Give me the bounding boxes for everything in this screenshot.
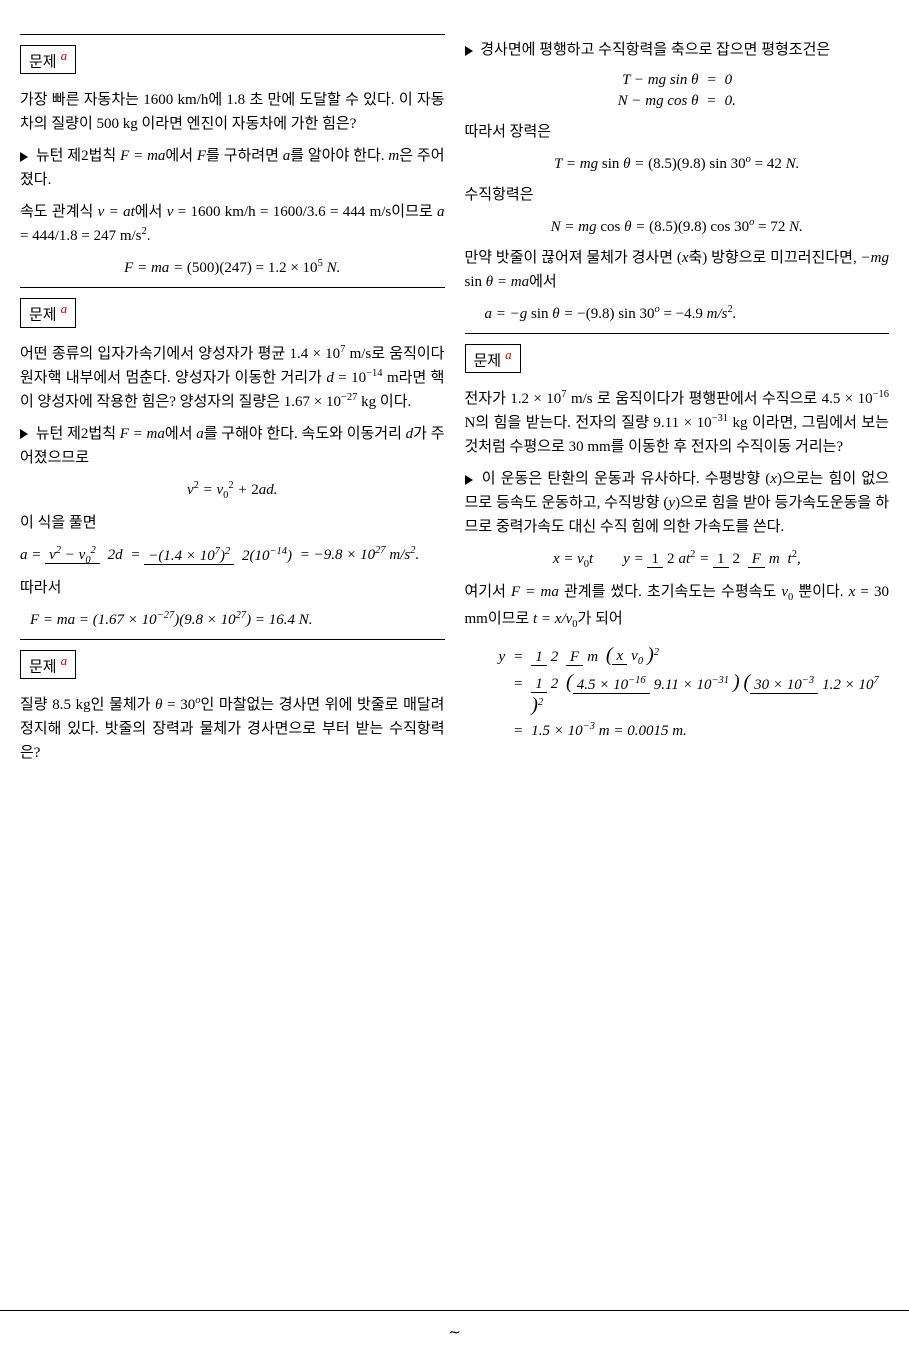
problem-2-question: 어떤 종류의 입자가속기에서 양성자가 평균 1.4 × 107 m/s로 움직… [20, 342, 445, 414]
problem-4-y-calc: y = 12 Fm (xv0)2 = 12 (4.5 × 10−169.11 ×… [495, 642, 890, 742]
divider [20, 639, 445, 640]
right-column: 경사면에 평행하고 수직항력을 축으로 잡으면 평형조건은 T − mg sin… [455, 30, 900, 773]
footer-tilde: ∼ [20, 1323, 889, 1342]
triangle-icon [20, 152, 28, 162]
footer: ∼ [0, 1310, 909, 1342]
problem-2-calc-label: 이 식을 풀면 [20, 511, 445, 535]
problem-label: 문제 [474, 353, 502, 369]
problem-1-question: 가장 빠른 자동차는 1600 km/h에 1.8 초 만에 도달할 수 있다.… [20, 88, 445, 136]
triangle-icon [465, 475, 473, 485]
problem-sup: a [61, 653, 68, 668]
problem-1-result: F = ma = (500)(247) = 1.2 × 105 N. [20, 258, 445, 277]
t-result: T = mg sin θ = (8.5)(9.8) sin 30o = 42 N… [465, 154, 890, 173]
divider [20, 287, 445, 288]
problem-2-solution: 뉴턴 제2법칙 F = ma에서 a를 구해야 한다. 속도와 이동거리 d가 … [20, 422, 445, 470]
problem-2-result: F = ma = (1.67 × 10−27)(9.8 × 1027) = 16… [20, 610, 445, 629]
problem-2-eq1: v2 = v02 + 2ad. [20, 480, 445, 501]
a-result: a = −g sin θ = −(9.8) sin 30o = −4.9 m/s… [465, 304, 890, 323]
problem-label: 문제 [29, 54, 57, 70]
problem-label: 문제 [29, 659, 57, 675]
problem-sup: a [61, 48, 68, 63]
n-label: 수직항력은 [465, 183, 890, 207]
t-label: 따라서 장력은 [465, 120, 890, 144]
problem-1-calc: 속도 관계식 v = at에서 v = 1600 km/h = 1600/3.6… [20, 200, 445, 248]
divider [20, 34, 445, 35]
triangle-icon [20, 429, 28, 439]
eq-system: T − mg sin θ = 0 N − mg cos θ = 0. [614, 70, 740, 112]
problem-4-solution: 이 운동은 탄환의 운동과 유사하다. 수평방향 (x)으로는 힘이 없으므로 … [465, 467, 890, 539]
cut-rope: 만약 밧줄이 끊어져 물체가 경사면 (x축) 방향으로 미끄러진다면, −mg… [465, 246, 890, 294]
right-intro: 경사면에 평행하고 수직항력을 축으로 잡으면 평형조건은 [465, 38, 890, 62]
problem-2-calc-a: a = v2 − v02 2d = −(1.4 × 107)2 2(10−14)… [20, 545, 445, 566]
problem-2-result-label: 따라서 [20, 576, 445, 600]
problem-4-question: 전자가 1.2 × 107 m/s 로 움직이다가 평행판에서 수직으로 4.5… [465, 387, 890, 459]
problem-3-question: 질량 8.5 kg인 물체가 θ = 30o인 마찰없는 경사면 위에 밧줄로 … [20, 693, 445, 765]
divider [465, 333, 890, 334]
left-column: 문제 a 가장 빠른 자동차는 1600 km/h에 1.8 초 만에 도달할 … [10, 30, 455, 773]
problem-4-note: 여기서 F = ma 관계를 썼다. 초기속도는 수평속도 v0 뿐이다. x … [465, 580, 890, 634]
problem-sup: a [61, 301, 68, 316]
problem-sup: a [505, 347, 512, 362]
n-result: N = mg cos θ = (8.5)(9.8) cos 30o = 72 N… [465, 217, 890, 236]
triangle-icon [465, 46, 473, 56]
problem-4-eq1: x = v0t y = 12at2 = 12 Fm t2, [465, 549, 890, 570]
problem-label: 문제 [29, 308, 57, 324]
problem-1-solution: 뉴턴 제2법칙 F = ma에서 F를 구하려면 a를 알아야 한다. m은 주… [20, 144, 445, 192]
problem-box-1: 문제 a [20, 45, 76, 74]
problem-box-2: 문제 a [20, 298, 76, 327]
problem-box-4: 문제 a [465, 344, 521, 373]
problem-box-3: 문제 a [20, 650, 76, 679]
